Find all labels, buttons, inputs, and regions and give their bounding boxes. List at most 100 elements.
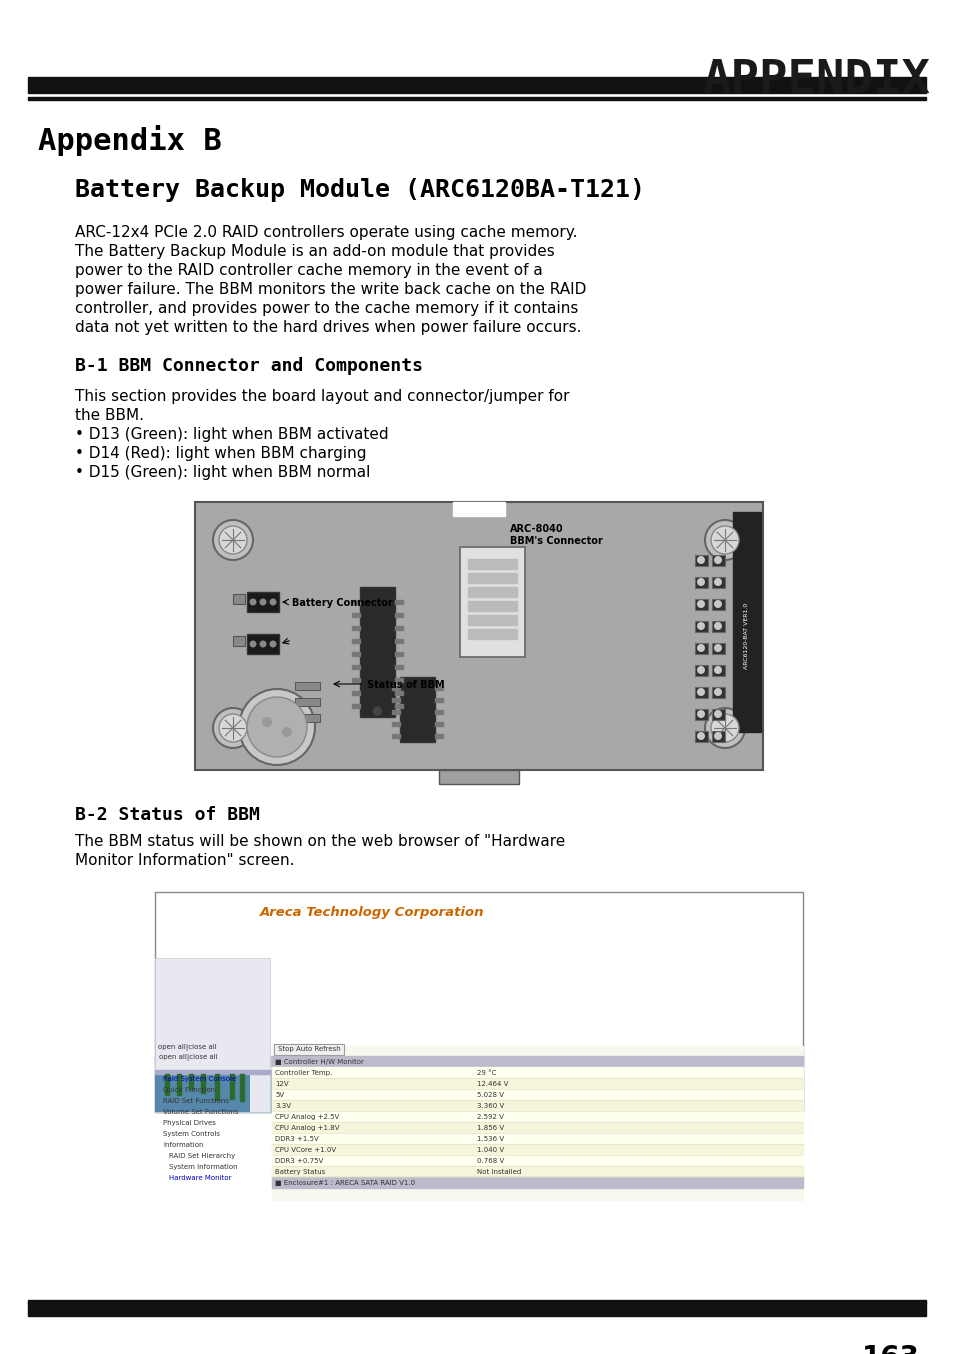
Bar <box>352 665 359 669</box>
Circle shape <box>713 578 721 586</box>
Bar <box>732 512 760 733</box>
Bar <box>240 1074 244 1098</box>
Bar <box>154 892 802 1112</box>
Bar <box>165 1074 169 1094</box>
Circle shape <box>713 688 721 696</box>
Bar <box>177 1074 181 1098</box>
Text: System Information: System Information <box>169 1164 237 1170</box>
Bar <box>711 643 724 654</box>
Bar <box>233 594 245 604</box>
Text: RAID Set Hierarchy: RAID Set Hierarchy <box>169 1154 235 1159</box>
Circle shape <box>713 600 721 608</box>
Circle shape <box>713 621 721 630</box>
Bar <box>392 722 399 726</box>
Circle shape <box>713 645 721 653</box>
Text: Battery Status: Battery Status <box>274 1169 325 1175</box>
Bar <box>272 1177 802 1187</box>
Bar <box>352 691 359 695</box>
Bar <box>399 677 435 742</box>
Bar <box>272 1089 802 1099</box>
Circle shape <box>710 714 739 742</box>
Bar <box>154 1056 802 1066</box>
Bar <box>272 1099 802 1112</box>
Text: 12.464 V: 12.464 V <box>476 1080 508 1087</box>
Bar <box>154 959 270 1112</box>
Bar <box>695 686 707 699</box>
Bar <box>395 626 402 630</box>
Text: ARC-12x4 PCIe 2.0 RAID controllers operate using cache memory.: ARC-12x4 PCIe 2.0 RAID controllers opera… <box>75 225 577 240</box>
Text: Controller Temp.: Controller Temp. <box>274 1070 332 1076</box>
Bar <box>695 577 707 588</box>
Bar <box>392 699 399 701</box>
Bar <box>272 1078 802 1089</box>
Text: Not Installed: Not Installed <box>476 1169 520 1175</box>
Text: Stop Auto Refresh: Stop Auto Refresh <box>277 1047 340 1052</box>
Bar <box>468 573 517 584</box>
Bar <box>294 682 319 691</box>
Bar <box>247 634 278 654</box>
Text: Battery Connector: Battery Connector <box>292 598 393 608</box>
Bar <box>272 1155 802 1166</box>
Text: CPU Analog +1.8V: CPU Analog +1.8V <box>274 1125 339 1131</box>
Circle shape <box>697 556 704 565</box>
Text: System Controls: System Controls <box>163 1131 220 1137</box>
Circle shape <box>697 600 704 608</box>
Bar <box>28 97 925 100</box>
Text: Battery Backup Module (ARC6120BA-T121): Battery Backup Module (ARC6120BA-T121) <box>75 177 644 202</box>
Text: Raid System Console: Raid System Console <box>163 1076 236 1082</box>
Circle shape <box>704 708 744 747</box>
Circle shape <box>213 708 253 747</box>
Text: Volume Set Functions: Volume Set Functions <box>163 1109 238 1114</box>
Bar <box>395 653 402 655</box>
Text: open all|close all: open all|close all <box>158 1044 216 1051</box>
Text: ARC-8040
BBM's Connector: ARC-8040 BBM's Connector <box>510 524 602 546</box>
Text: data not yet written to the hard drives when power failure occurs.: data not yet written to the hard drives … <box>75 320 581 334</box>
Bar <box>695 709 707 720</box>
Text: 5V: 5V <box>274 1091 284 1098</box>
Bar <box>272 1133 802 1144</box>
Text: power to the RAID controller cache memory in the event of a: power to the RAID controller cache memor… <box>75 263 542 278</box>
Bar <box>392 734 399 738</box>
Bar <box>352 678 359 682</box>
Bar <box>435 686 442 691</box>
Bar <box>274 1044 344 1055</box>
Text: Physical Drives: Physical Drives <box>163 1120 215 1127</box>
Text: open all|close all: open all|close all <box>159 1053 217 1062</box>
Bar <box>468 615 517 626</box>
Bar <box>154 1070 802 1074</box>
Bar <box>233 636 245 646</box>
Text: 5.028 V: 5.028 V <box>476 1091 503 1098</box>
Bar <box>294 714 319 722</box>
Bar <box>695 555 707 566</box>
Text: B-1 BBM Connector and Components: B-1 BBM Connector and Components <box>75 357 422 375</box>
Circle shape <box>697 688 704 696</box>
Circle shape <box>269 640 276 647</box>
Text: Hardware Monitor: Hardware Monitor <box>169 1175 232 1181</box>
Text: 0.768 V: 0.768 V <box>476 1158 504 1164</box>
Bar <box>711 709 724 720</box>
Circle shape <box>713 666 721 674</box>
Bar <box>395 691 402 695</box>
Bar <box>189 1074 193 1098</box>
Circle shape <box>213 520 253 561</box>
Bar <box>435 709 442 714</box>
Bar <box>272 1067 802 1078</box>
Bar <box>395 665 402 669</box>
Bar <box>711 731 724 742</box>
Bar <box>214 1074 219 1090</box>
Circle shape <box>259 640 266 647</box>
Text: ARC6120-BAT VER1.0: ARC6120-BAT VER1.0 <box>743 603 749 669</box>
Bar <box>395 678 402 682</box>
Text: ■ Enclosure#1 : ARECA SATA RAID V1.0: ■ Enclosure#1 : ARECA SATA RAID V1.0 <box>274 1179 415 1186</box>
Circle shape <box>374 707 381 715</box>
Bar <box>154 1074 802 1112</box>
Bar <box>28 1303 925 1316</box>
Circle shape <box>219 525 247 554</box>
Text: The BBM status will be shown on the web browser of "Hardware: The BBM status will be shown on the web … <box>75 834 565 849</box>
Text: 12V: 12V <box>274 1080 289 1087</box>
Circle shape <box>697 621 704 630</box>
Circle shape <box>239 689 314 765</box>
Bar <box>468 588 517 597</box>
Circle shape <box>262 718 272 727</box>
Bar <box>247 592 278 612</box>
